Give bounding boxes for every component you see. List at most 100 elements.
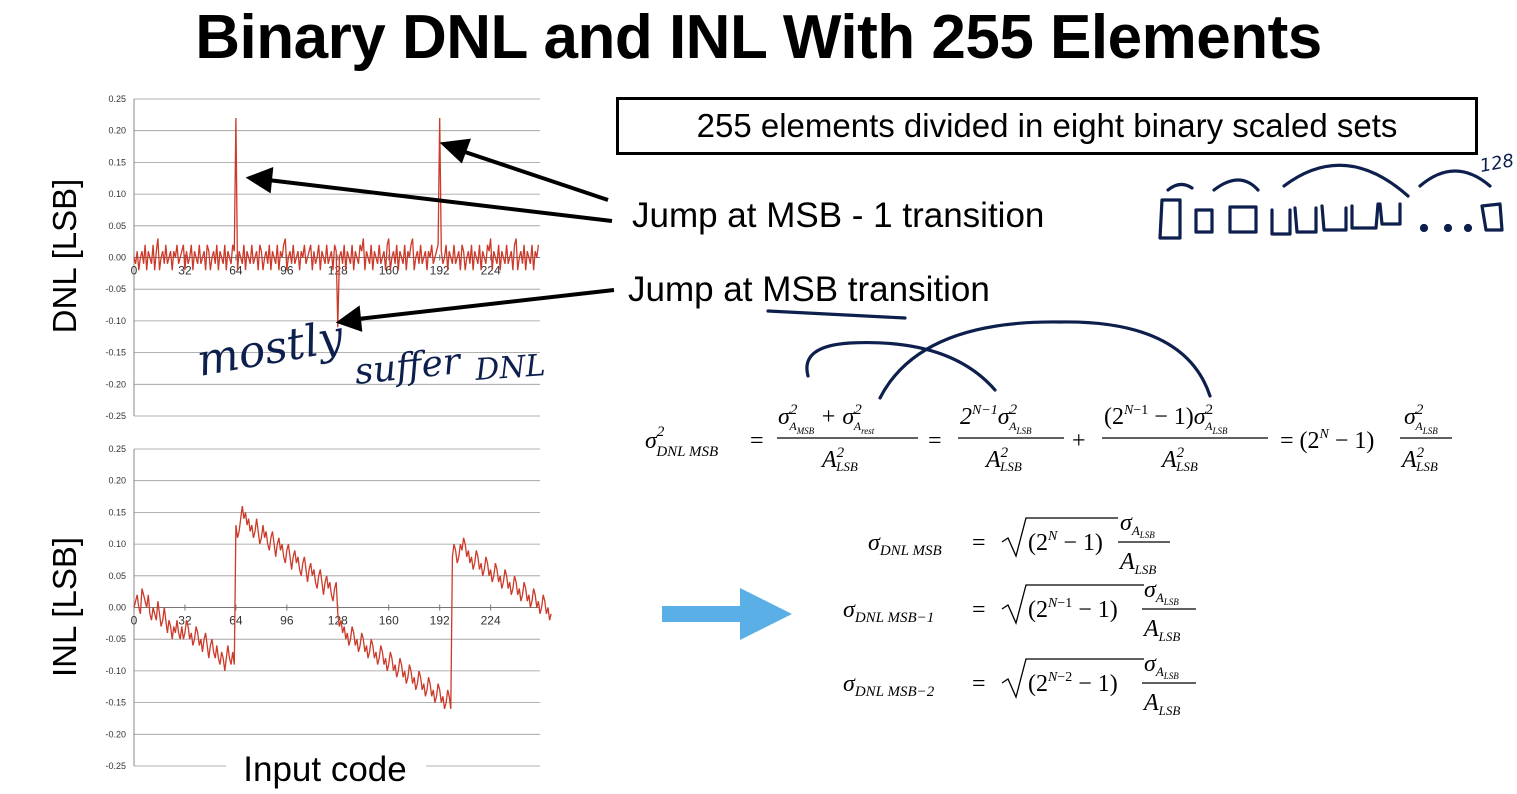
xlabel-background — [226, 750, 426, 790]
dnl-y-tick-labels: 0.25 0.20 0.15 0.10 0.05 0.00 -0.05 -0.10 -0.15 -… — [105, 94, 126, 421]
x-tick-label: 128 — [328, 614, 348, 628]
svg-text:=: = — [972, 671, 986, 697]
svg-text:=: = — [972, 530, 986, 556]
callout-msb-minus-1: Jump at MSB - 1 transition — [632, 196, 1045, 235]
right-arrow-icon — [662, 588, 792, 640]
y-tick-label: 0.10 — [108, 539, 126, 549]
svg-text:=: = — [972, 597, 986, 623]
y-tick-label: -0.20 — [105, 729, 126, 739]
y-tick-label: 0.25 — [108, 444, 126, 454]
handwritten-note-suffer: suffer — [353, 341, 464, 393]
y-tick-label: 0.05 — [108, 221, 126, 231]
inl-x-tick-labels: 0 32 64 96 128 160 192 224 — [131, 614, 501, 628]
dnl-grid — [133, 98, 540, 417]
eq1-lhs: σ2 DNL MSB — [645, 424, 718, 460]
y-tick-label: -0.10 — [105, 316, 126, 326]
elements-note-box: 255 elements divided in eight binary sca… — [616, 97, 1478, 155]
x-tick-label: 96 — [280, 264, 294, 278]
svg-text:(2N−2 − 1): (2N−2 − 1) — [1028, 670, 1118, 697]
arrow-to-192-spike — [461, 149, 609, 202]
y-tick-label: -0.10 — [105, 666, 126, 676]
x-tick-label: 160 — [379, 264, 399, 278]
y-tick-label: -0.15 — [105, 348, 126, 358]
y-tick-label: 0.10 — [108, 189, 126, 199]
inl-series-line — [133, 506, 552, 710]
x-tick-label: 32 — [178, 614, 192, 628]
eq1-num1: σ2 AMSB+ σ2 Arest — [778, 402, 875, 436]
arrow-to-128-spike — [357, 288, 615, 321]
y-tick-label: -0.15 — [105, 698, 126, 708]
inl-x-axis-label: Input code — [243, 750, 406, 789]
svg-text:σALSB: σALSB — [1144, 577, 1179, 607]
x-tick-label: 224 — [481, 614, 501, 628]
svg-text:ALSB: ALSB — [1118, 549, 1156, 577]
svg-text:+: + — [1072, 428, 1086, 454]
arrow-head-icon — [335, 305, 363, 332]
y-tick-label: -0.05 — [105, 284, 126, 294]
x-tick-label: 32 — [178, 264, 192, 278]
y-tick-label: -0.25 — [105, 411, 126, 421]
svg-text:ALSB: ALSB — [1142, 616, 1180, 644]
y-tick-label: 0.15 — [108, 157, 126, 167]
x-tick-label: 192 — [430, 264, 450, 278]
variance-equations: σ2 DNL MSB = σ2 AMSB+ σ2 Arest A2 LSB = 2N−1… — [645, 402, 1452, 718]
svg-text:(2N − 1): (2N − 1) — [1028, 529, 1103, 556]
arrow-head-icon — [245, 166, 274, 194]
arrow-head-icon — [439, 138, 472, 164]
dnl-y-axis-label: DNL [LSB] — [46, 179, 83, 334]
x-tick-label: 160 — [379, 614, 399, 628]
x-tick-label: 0 — [131, 264, 138, 278]
svg-text:σDNL MSB−2: σDNL MSB−2 — [843, 671, 935, 700]
dnl-x-tick-labels: 0 32 64 96 128 160 192 224 — [131, 264, 501, 278]
dnl-chart: 0.25 0.20 0.15 0.10 0.05 0.00 -0.05 -0.10 -0.15 -… — [46, 94, 540, 421]
inl-y-tick-labels: 0.25 0.20 0.15 0.10 0.05 0.00 -0.05 -0.10 -0.15 -… — [105, 444, 126, 771]
svg-text:(2N−1 − 1): (2N−1 − 1) — [1028, 596, 1118, 623]
y-tick-label: 0.20 — [108, 476, 126, 486]
y-tick-label: -0.25 — [105, 761, 126, 771]
svg-text:=: = — [928, 428, 942, 454]
svg-text:ALSB: ALSB — [1142, 690, 1180, 718]
svg-text:= (2N − 1): = (2N − 1) — [1280, 427, 1374, 454]
callout-arrows — [245, 138, 615, 332]
y-tick-label: 0.00 — [108, 253, 126, 263]
dnl-series-line — [133, 117, 540, 328]
svg-text:σDNL MSB−1: σDNL MSB−1 — [843, 597, 934, 626]
eq1-equals: = — [750, 428, 764, 454]
y-tick-label: 0.15 — [108, 507, 126, 517]
x-tick-label: 0 — [131, 614, 138, 628]
x-tick-label: 64 — [229, 614, 243, 628]
svg-text:σALSB: σALSB — [1120, 510, 1155, 540]
y-tick-label: -0.05 — [105, 634, 126, 644]
y-tick-label: 0.00 — [108, 603, 126, 613]
slide-title: Binary DNL and INL With 255 Elements — [195, 3, 1322, 72]
x-tick-label: 192 — [430, 614, 450, 628]
x-tick-label: 224 — [481, 264, 501, 278]
eq2-sigma-msb: σDNL MSB = (2N − 1) σALSB ALSB — [868, 510, 1170, 577]
handwritten-note-dnl: DNL — [473, 348, 547, 388]
y-tick-label: 0.20 — [108, 126, 126, 136]
x-tick-label: 64 — [229, 264, 243, 278]
y-tick-label: 0.25 — [108, 94, 126, 104]
y-tick-label: -0.20 — [105, 379, 126, 389]
eq3-sigma-msb-1: σDNL MSB−1 = (2N−1 − 1) σALSB ALSB — [843, 577, 1196, 644]
eq4-sigma-msb-2: σDNL MSB−2 = (2N−2 − 1) σALSB ALSB — [843, 651, 1196, 718]
x-tick-label: 96 — [280, 614, 294, 628]
inl-y-axis-label: INL [LSB] — [46, 537, 83, 677]
svg-text:σDNL MSB: σDNL MSB — [868, 530, 942, 559]
handwritten-ink — [766, 163, 1504, 400]
inl-chart: 0.25 0.20 0.15 0.10 0.05 0.00 -0.05 -0.10 -0.15 -… — [46, 444, 552, 790]
y-tick-label: 0.05 — [108, 571, 126, 581]
arrow-to-64-spike — [267, 178, 613, 223]
handwritten-note-mostly: mostly — [193, 311, 348, 387]
handwritten-count: 128 — [1478, 150, 1515, 177]
callout-msb: Jump at MSB transition — [628, 270, 990, 309]
svg-text:σALSB: σALSB — [1144, 651, 1179, 681]
